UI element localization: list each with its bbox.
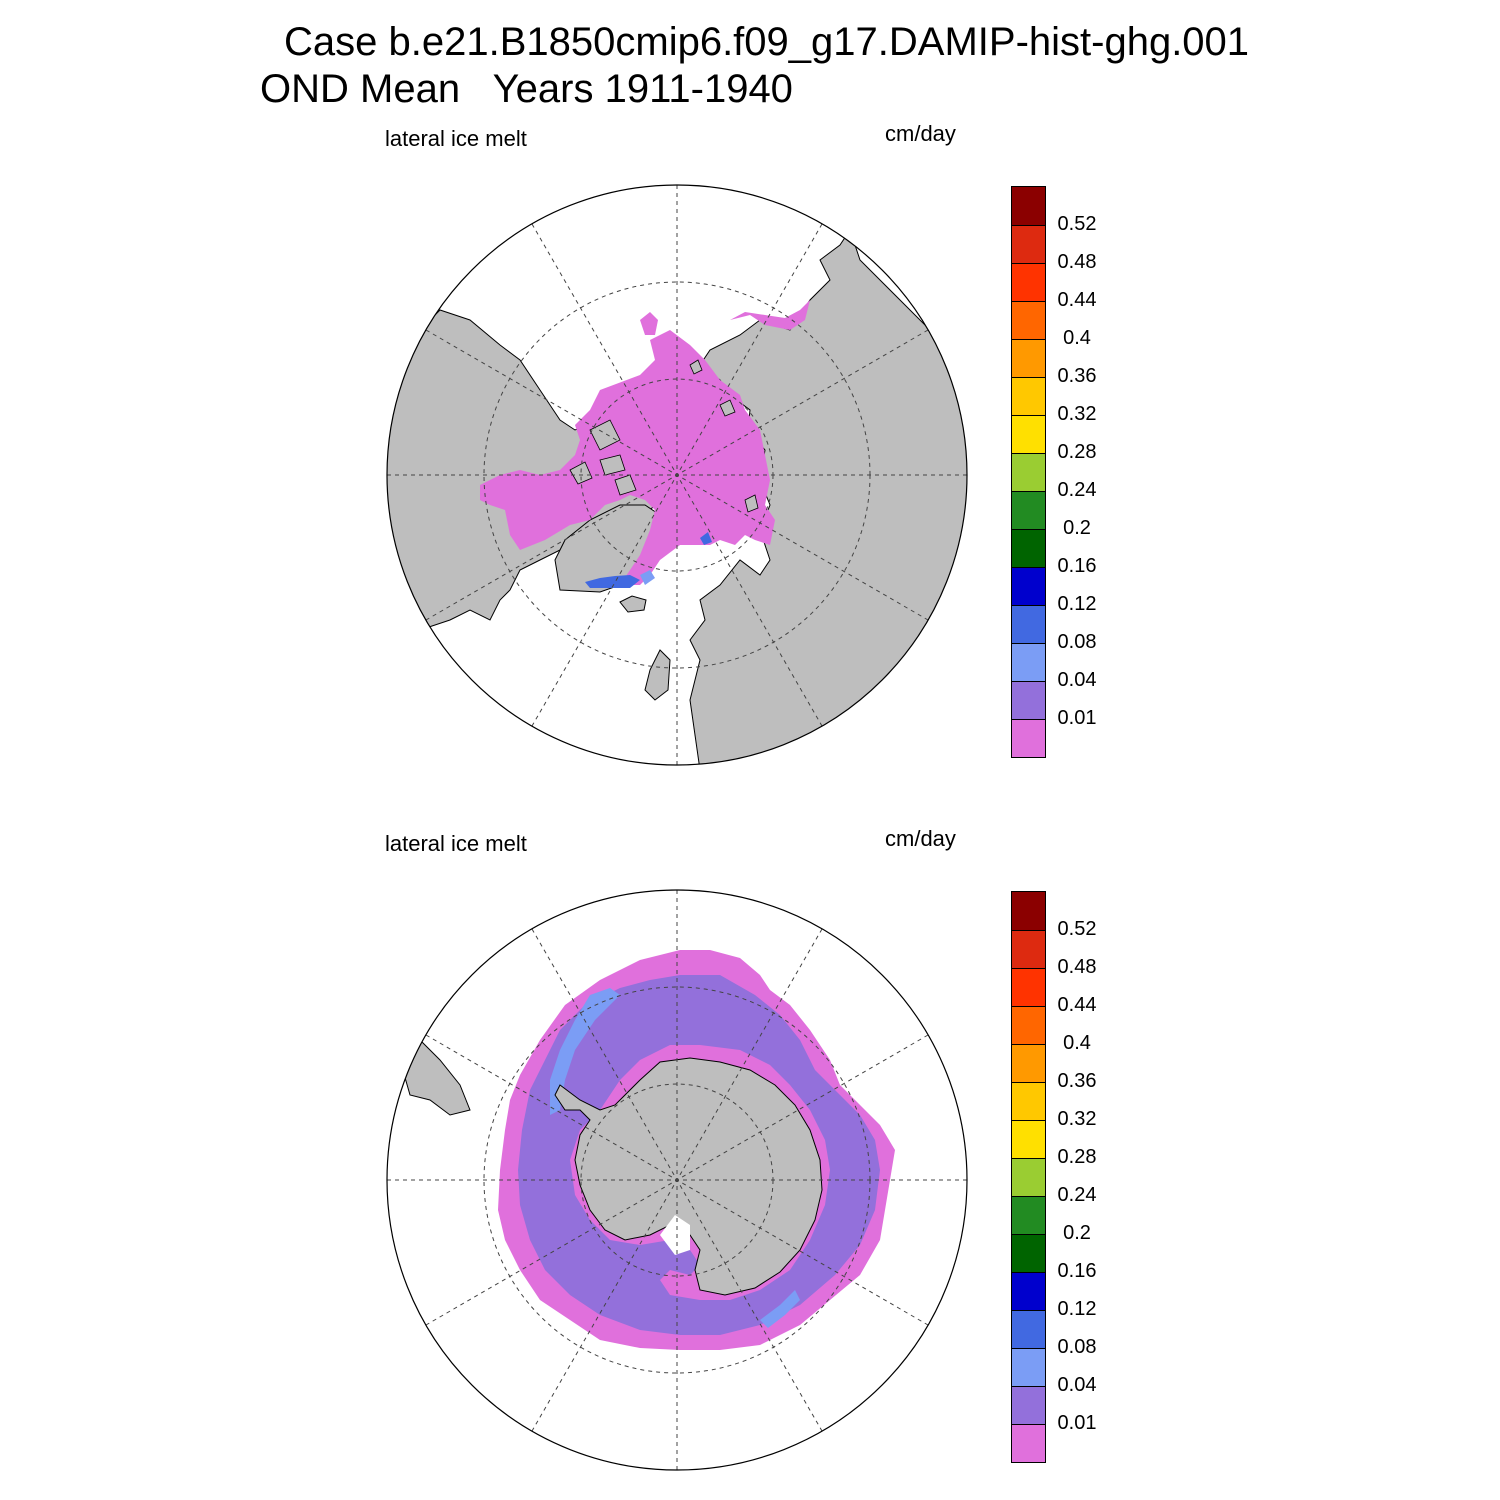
colorbar-tick-label: 0.28 (1057, 441, 1097, 463)
colorbar-tick-label: 0.24 (1057, 1184, 1097, 1206)
colorbar-swatch (1012, 491, 1045, 529)
colorbar-tick-label: 0.4 (1063, 1032, 1091, 1054)
north-variable-label: lateral ice melt (385, 126, 527, 151)
south-melt-lightblue-east (760, 1290, 800, 1328)
colorbar-swatch (1012, 1234, 1045, 1272)
south-colorbar-boxes (1011, 891, 1046, 1463)
colorbar-tick-label: 0.4 (1063, 327, 1091, 349)
colorbar-tick-label: 0.2 (1063, 1222, 1091, 1244)
colorbar-tick-label: 0.48 (1057, 956, 1097, 978)
south-variable-label: lateral ice melt (385, 831, 527, 856)
colorbar-swatch (1012, 892, 1045, 930)
colorbar-swatch (1012, 377, 1045, 415)
colorbar-tick-label: 0.12 (1057, 593, 1097, 615)
colorbar-tick-label: 0.52 (1057, 918, 1097, 940)
south-melt-lightblue-west (550, 988, 620, 1115)
colorbar-swatch (1012, 719, 1045, 757)
south-units-label: cm/day (885, 826, 956, 851)
colorbar-swatch (1012, 1120, 1045, 1158)
colorbar-swatch (1012, 263, 1045, 301)
colorbar-tick-label: 0.08 (1057, 631, 1097, 653)
colorbar-swatch (1012, 1272, 1045, 1310)
north-map-border (386, 184, 968, 766)
colorbar-swatch (1012, 1006, 1045, 1044)
north-iceland-land (619, 595, 647, 613)
north-melt-pink-bering (730, 300, 810, 330)
colorbar-swatch (1012, 529, 1045, 567)
colorbar-swatch (1012, 453, 1045, 491)
north-melt-pink (480, 330, 775, 585)
colorbar-swatch (1012, 643, 1045, 681)
colorbar-swatch (1012, 1386, 1045, 1424)
colorbar-swatch (1012, 1082, 1045, 1120)
colorbar-tick-label: 0.24 (1057, 479, 1097, 501)
colorbar-swatch (1012, 187, 1045, 225)
colorbar-swatch (1012, 681, 1045, 719)
colorbar-tick-label: 0.04 (1057, 1374, 1097, 1396)
figure-title-line2: OND Mean Years 1911-1940 (260, 67, 793, 111)
colorbar-tick-label: 0.08 (1057, 1336, 1097, 1358)
north-graticule (387, 185, 967, 765)
colorbar-tick-label: 0.01 (1057, 707, 1097, 729)
south-ross-sea (660, 1215, 690, 1255)
colorbar-swatch (1012, 415, 1045, 453)
north-units-label: cm/day (885, 121, 956, 146)
colorbar-tick-label: 0.12 (1057, 1298, 1097, 1320)
north-british-isles-land (644, 649, 671, 701)
colorbar-swatch (1012, 1044, 1045, 1082)
colorbar-swatch (1012, 1196, 1045, 1234)
colorbar-swatch (1012, 1158, 1045, 1196)
north-melt-lightblue (640, 570, 655, 585)
colorbar-tick-label: 0.52 (1057, 213, 1097, 235)
north-arctic-islands (569, 359, 759, 513)
colorbar-tick-label: 0.16 (1057, 1260, 1097, 1282)
south-america-land (399, 1039, 471, 1116)
colorbar-tick-label: 0.48 (1057, 251, 1097, 273)
north-eurasia-land (689, 228, 967, 765)
colorbar-tick-label: 0.16 (1057, 555, 1097, 577)
colorbar-tick-label: 0.36 (1057, 1070, 1097, 1092)
north-melt-blue-small (700, 532, 712, 545)
colorbar-tick-label: 0.28 (1057, 1146, 1097, 1168)
south-graticule (387, 890, 967, 1470)
colorbar-swatch (1012, 1348, 1045, 1386)
north-colorbar-boxes (1011, 186, 1046, 758)
south-polar-map (386, 889, 968, 1471)
colorbar-swatch (1012, 225, 1045, 263)
figure-title-line1: Case b.e21.B1850cmip6.f09_g17.DAMIP-hist… (284, 20, 1250, 64)
colorbar-swatch (1012, 567, 1045, 605)
colorbar-tick-label: 0.44 (1057, 289, 1097, 311)
colorbar-swatch (1012, 968, 1045, 1006)
south-map-border (386, 889, 968, 1471)
colorbar-swatch (1012, 1310, 1045, 1348)
colorbar-tick-label: 0.04 (1057, 669, 1097, 691)
colorbar-swatch (1012, 339, 1045, 377)
colorbar-tick-label: 0.32 (1057, 1108, 1097, 1130)
colorbar-swatch (1012, 930, 1045, 968)
colorbar-swatch (1012, 1424, 1045, 1462)
north-melt-pink-chukchi (640, 312, 658, 335)
colorbar-swatch (1012, 301, 1045, 339)
colorbar-swatch (1012, 605, 1045, 643)
colorbar-tick-label: 0.32 (1057, 403, 1097, 425)
colorbar-tick-label: 0.36 (1057, 365, 1097, 387)
colorbar-tick-label: 0.01 (1057, 1412, 1097, 1434)
north-melt-blue (585, 575, 640, 588)
colorbar-tick-label: 0.2 (1063, 517, 1091, 539)
colorbar-tick-label: 0.44 (1057, 994, 1097, 1016)
north-polar-map (386, 184, 968, 766)
